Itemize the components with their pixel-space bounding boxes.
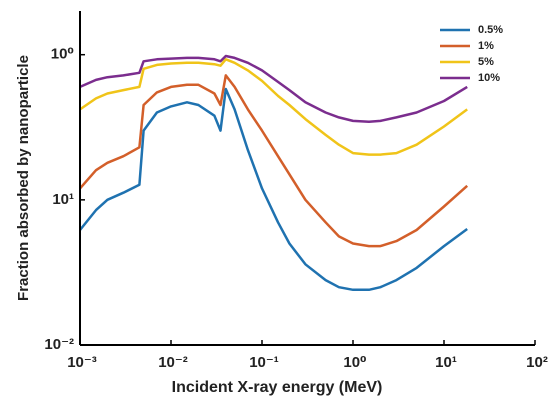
legend-label: 10% — [478, 72, 500, 84]
legend-label: 5% — [478, 56, 494, 68]
series-line — [79, 74, 469, 248]
x-tick-label: 10⁻¹ — [249, 354, 279, 371]
series-line — [79, 87, 468, 292]
x-tick-label: 10⁻² — [158, 354, 188, 371]
y-tick-label: 10⁻² — [44, 336, 74, 353]
x-axis-label: Incident X-ray energy (MeV) — [172, 379, 383, 396]
x-tick-label: 10² — [526, 354, 548, 371]
legend-label: 0.5% — [478, 24, 503, 36]
series-line — [79, 58, 468, 156]
x-tick-label: 10¹ — [435, 354, 457, 371]
legend-label: 1% — [478, 40, 494, 52]
y-axis-label: Fraction absorbed by nanoparticle — [15, 55, 32, 301]
y-tick-label: 10⁰ — [51, 46, 74, 63]
y-tick-label: 10¹ — [52, 191, 74, 208]
x-tick-label: 10⁰ — [343, 354, 366, 371]
series-line — [79, 54, 468, 124]
x-tick-label: 10⁻³ — [67, 354, 97, 371]
